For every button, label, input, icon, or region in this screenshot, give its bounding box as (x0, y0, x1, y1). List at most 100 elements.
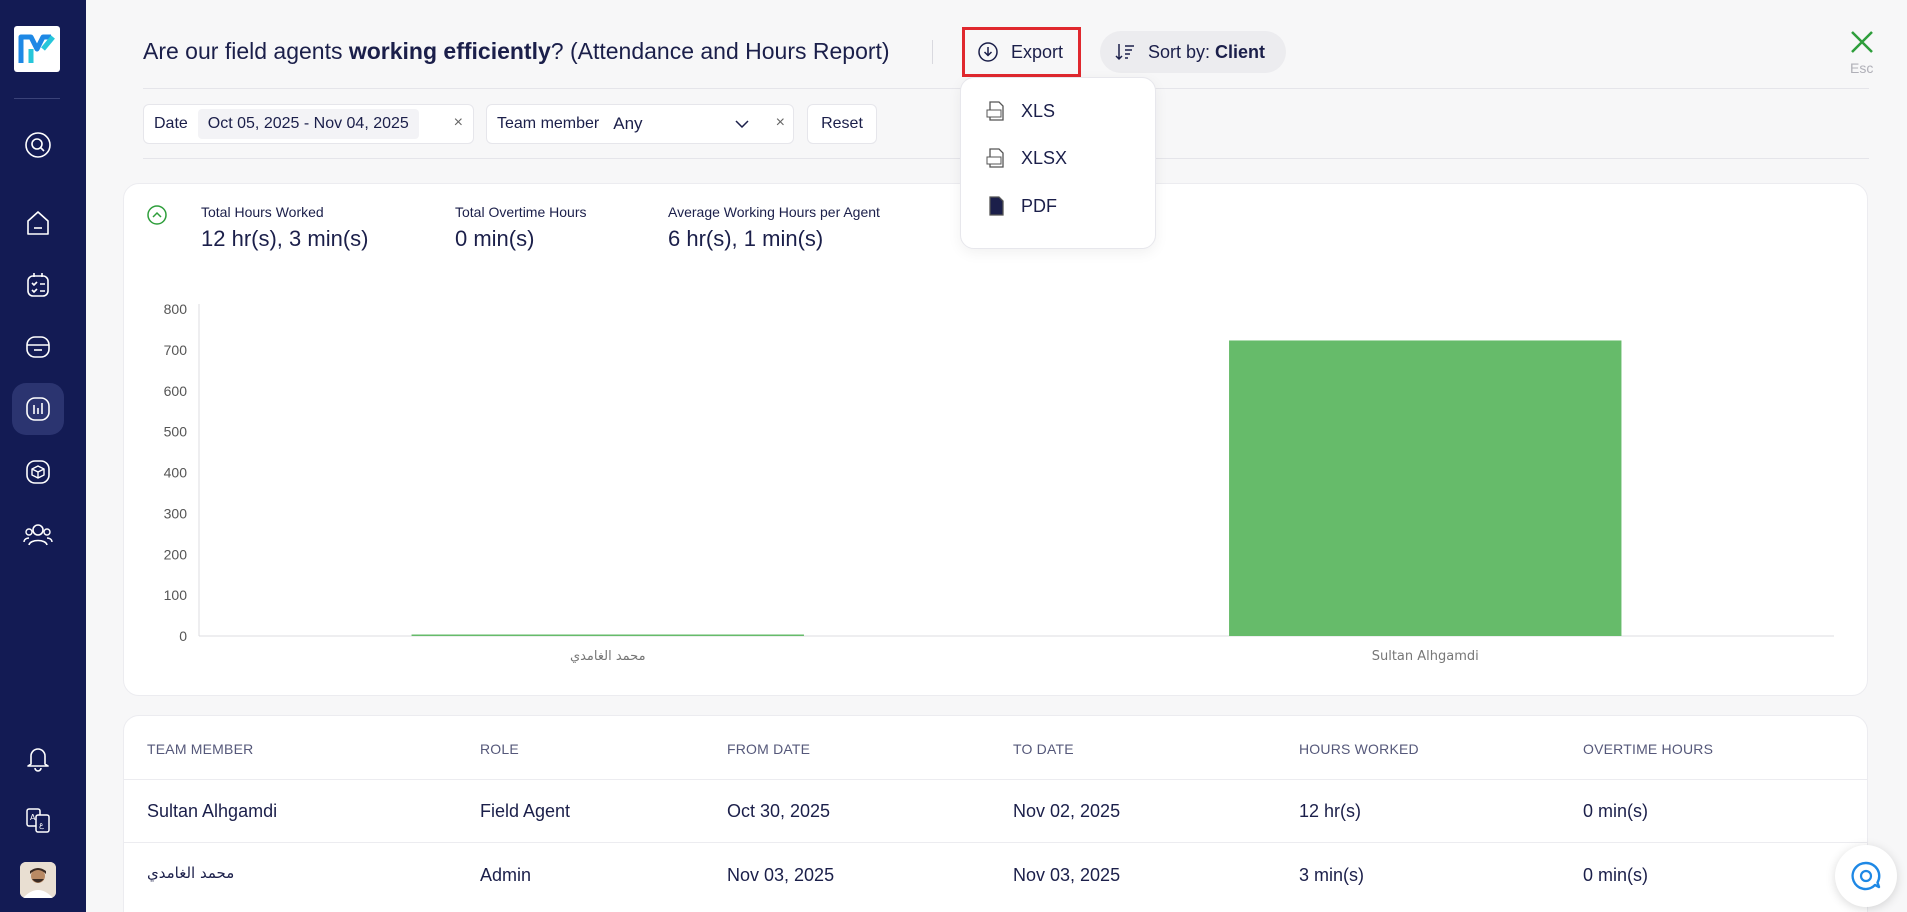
avatar-image (20, 862, 56, 898)
sidebar-divider (14, 98, 60, 99)
stat-average-hours: Average Working Hours per Agent 6 hr(s),… (668, 204, 880, 252)
stat-label: Total Hours Worked (201, 204, 324, 220)
support-chat-button[interactable] (1835, 845, 1897, 907)
sidebar-inbox[interactable] (12, 321, 64, 373)
pdf-file-icon (989, 196, 1004, 216)
tasks-icon (27, 273, 49, 297)
app-logo[interactable] (14, 26, 60, 72)
export-button[interactable]: Export (962, 27, 1081, 77)
bell-icon (27, 748, 49, 772)
sidebar-products[interactable] (12, 446, 64, 498)
export-option-label: XLSX (1021, 147, 1068, 168)
column-header-overtime-hours[interactable]: OVERTIME HOURS (1583, 741, 1714, 757)
row-divider (124, 779, 1867, 780)
reports-chart-icon (26, 397, 50, 421)
esc-hint: Esc (1850, 60, 1874, 76)
collapse-icon[interactable] (146, 204, 168, 226)
date-range-value[interactable]: Oct 05, 2025 - Nov 04, 2025 (197, 109, 419, 139)
stat-value: 6 hr(s), 1 min(s) (668, 226, 824, 251)
y-tick-label: 400 (164, 465, 188, 481)
sort-prefix: Sort by: (1148, 41, 1216, 62)
users-icon (23, 524, 53, 546)
column-header-role[interactable]: ROLE (480, 741, 519, 757)
xlsx-file-icon (986, 148, 1004, 168)
export-option-label: XLS (1021, 100, 1056, 121)
y-tick-label: 300 (164, 505, 188, 521)
chat-support-icon (1851, 861, 1881, 891)
sidebar-search[interactable] (12, 119, 64, 171)
clear-team-icon[interactable]: × (775, 114, 785, 131)
export-xlsx-option[interactable]: XLSX (985, 143, 1067, 173)
download-icon (978, 42, 998, 62)
export-dropdown-menu: XLS XLSX PDF (960, 77, 1156, 249)
column-header-hours-worked[interactable]: HOURS WORKED (1299, 741, 1419, 757)
cell-team-member: محمد الغامدي (147, 864, 235, 882)
y-tick-label: 700 (164, 342, 188, 358)
y-tick-label: 100 (164, 587, 188, 603)
date-filter[interactable]: Date Oct 05, 2025 - Nov 04, 2025 × (143, 104, 474, 144)
export-pdf-option[interactable]: PDF (985, 191, 1057, 221)
sidebar-notifications[interactable] (12, 732, 64, 784)
svg-text:ع: ع (39, 820, 44, 829)
xls-file-icon (986, 101, 1004, 121)
close-icon[interactable] (1848, 28, 1876, 56)
cell-to-date: Nov 02, 2025 (1013, 801, 1121, 821)
export-button-label: Export (1011, 41, 1064, 62)
stat-total-hours: Total Hours Worked 12 hr(s), 3 min(s) (201, 204, 368, 252)
cell-hours-worked: 3 min(s) (1299, 865, 1365, 885)
inbox-icon (26, 336, 50, 358)
y-tick-label: 200 (164, 546, 188, 562)
export-xls-option[interactable]: XLS (985, 96, 1055, 126)
cell-role: Field Agent (480, 801, 571, 821)
cell-from-date: Oct 30, 2025 (727, 801, 831, 821)
stat-value: 0 min(s) (455, 226, 535, 251)
column-header-to-date[interactable]: TO DATE (1013, 741, 1074, 757)
export-option-label: PDF (1021, 195, 1057, 216)
team-member-label: Team member (497, 115, 600, 132)
stat-overtime-hours: Total Overtime Hours 0 min(s) (455, 204, 586, 252)
home-icon (27, 211, 49, 235)
report-table: TEAM MEMBER ROLE FROM DATE TO DATE HOURS… (123, 715, 1868, 912)
cell-role: Admin (480, 865, 532, 885)
title-text: Are our field agents (143, 38, 349, 64)
stat-label: Total Overtime Hours (455, 204, 587, 220)
reset-button[interactable]: Reset (807, 104, 877, 144)
chevron-down-icon[interactable] (735, 117, 749, 131)
clear-date-icon[interactable]: × (453, 114, 463, 131)
cell-from-date: Nov 03, 2025 (727, 865, 835, 885)
team-member-filter[interactable]: Team member Any × (486, 104, 794, 144)
y-tick-label: 800 (164, 301, 188, 317)
search-icon (25, 132, 51, 158)
bar[interactable] (411, 634, 804, 637)
title-suffix-text: ? (Attendance and Hours Report) (550, 38, 890, 64)
cell-overtime-hours: 0 min(s) (1583, 865, 1649, 885)
box-icon (26, 460, 50, 484)
column-header-team-member[interactable]: TEAM MEMBER (147, 741, 254, 757)
page-title: Are our field agents working efficiently… (143, 38, 890, 65)
y-tick-label: 500 (164, 424, 188, 440)
date-filter-label: Date (154, 115, 188, 132)
sidebar-reports[interactable] (12, 383, 64, 435)
user-avatar[interactable] (20, 862, 56, 898)
svg-text:A: A (30, 813, 36, 822)
sidebar-home[interactable] (12, 197, 64, 249)
cell-to-date: Nov 03, 2025 (1013, 865, 1121, 885)
sidebar-tasks[interactable] (12, 259, 64, 311)
y-tick-label: 0 (179, 628, 187, 644)
column-header-from-date[interactable]: FROM DATE (727, 741, 811, 757)
sidebar-team[interactable] (12, 509, 64, 561)
hours-bar-chart: 0 100 200 300 400 500 600 700 800 محمد الغامدي Sul… (164, 301, 1834, 664)
y-tick-label: 600 (164, 383, 188, 399)
chart-card: Total Hours Worked 12 hr(s), 3 min(s) To… (123, 183, 1868, 696)
sort-value: Client (1215, 41, 1266, 62)
x-tick-label: Sultan Alhgamdi (1372, 649, 1479, 664)
stat-value: 12 hr(s), 3 min(s) (201, 226, 369, 251)
team-member-select[interactable]: Any (613, 114, 643, 133)
bar[interactable] (1229, 340, 1622, 636)
logo-icon (18, 34, 55, 63)
stat-label: Average Working Hours per Agent (668, 204, 880, 220)
header-divider (932, 40, 933, 64)
sort-button[interactable]: Sort by: Client (1100, 31, 1286, 73)
